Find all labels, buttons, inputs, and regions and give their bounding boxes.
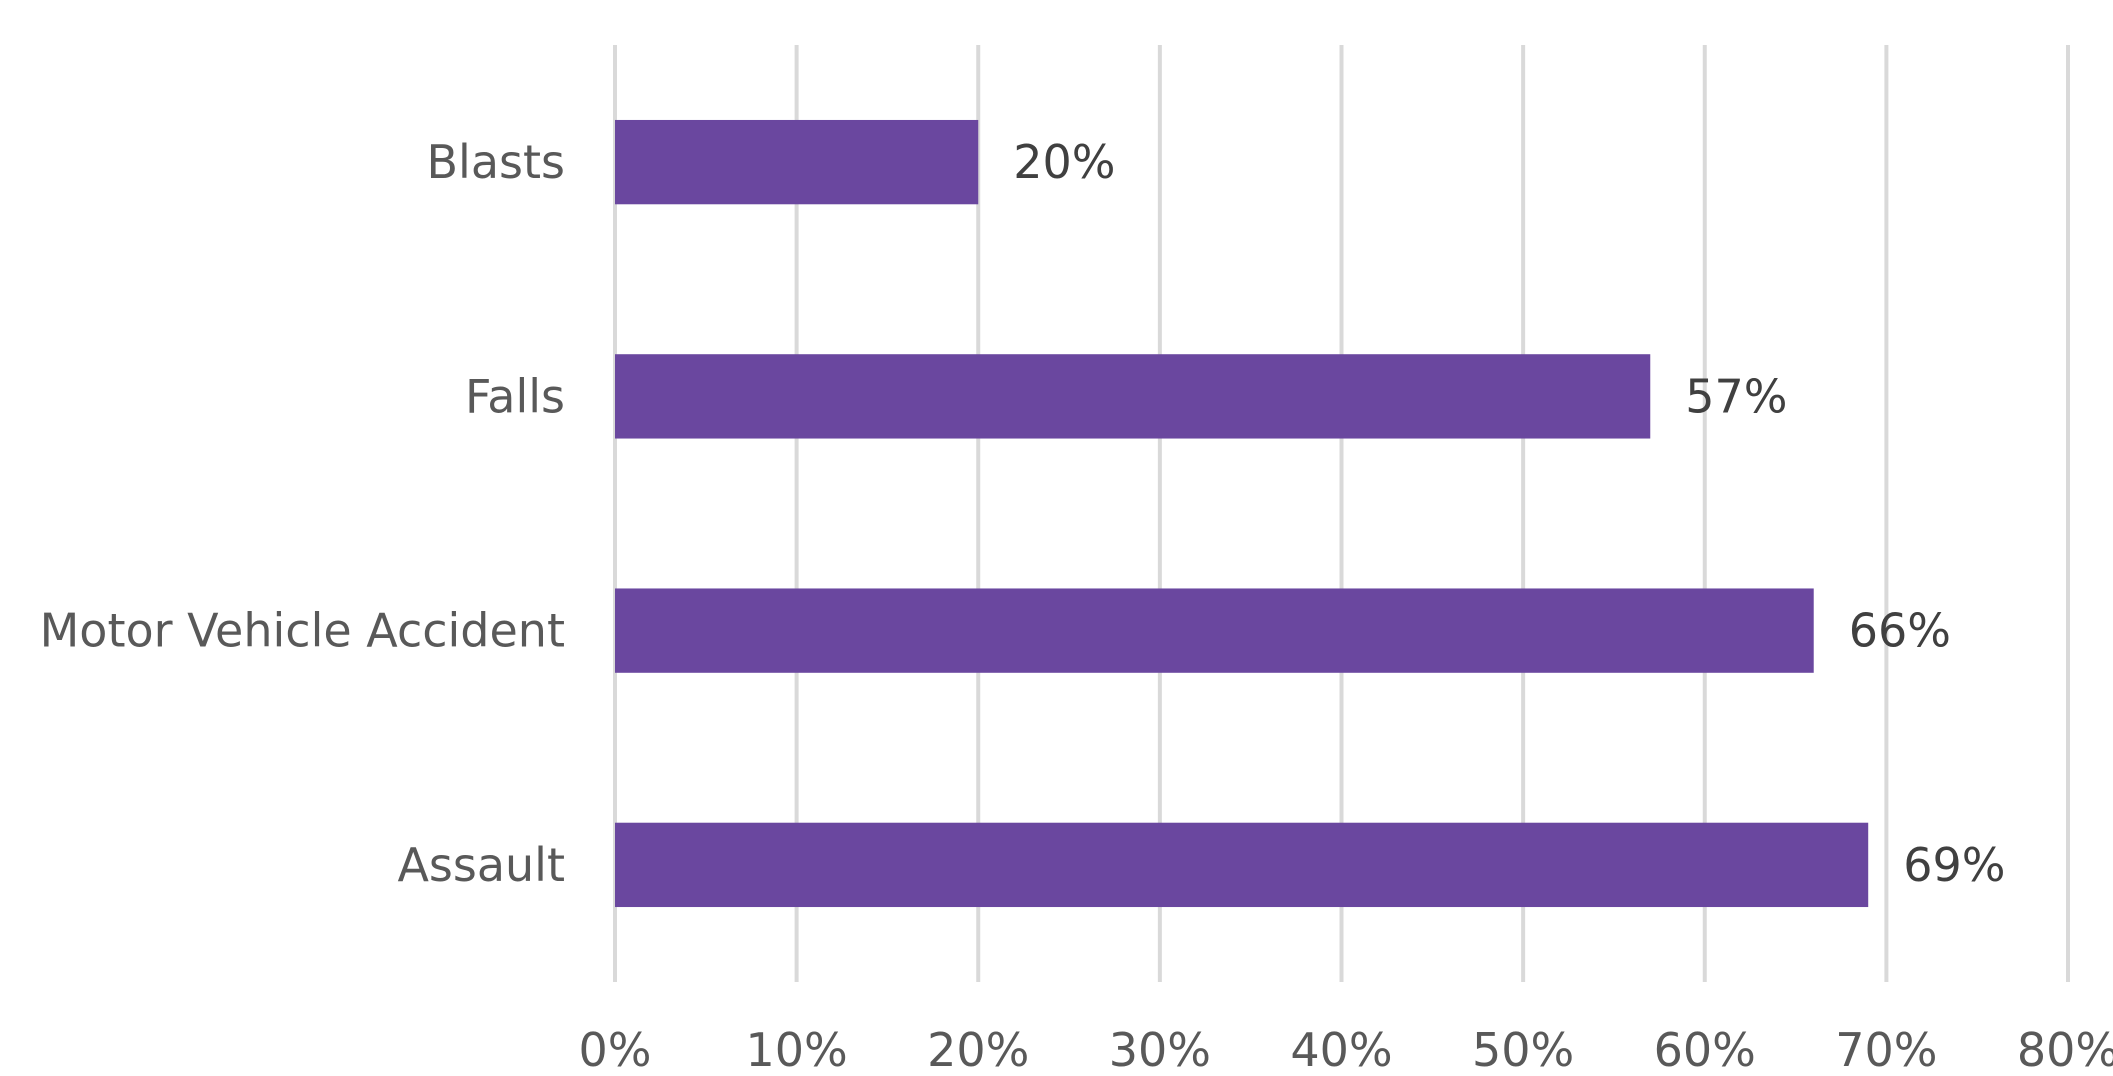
- x-tick-label: 40%: [1290, 1023, 1392, 1071]
- category-labels: Blasts Falls Motor Vehicle Accident Assault: [40, 135, 565, 892]
- data-label: 57%: [1685, 369, 1787, 423]
- bar: [615, 588, 1814, 673]
- bar-layer: [615, 119, 1869, 908]
- data-labels: 20% 57% 66% 69%: [1013, 135, 2005, 892]
- x-tick-label: 30%: [1109, 1023, 1211, 1071]
- x-tick-label: 0%: [579, 1023, 652, 1071]
- x-axis-tick-labels: 0% 10% 20% 30% 40% 50% 60% 70% 80%: [579, 1023, 2113, 1076]
- data-label: 69%: [1903, 838, 2005, 892]
- bar: [615, 354, 1651, 439]
- category-label: Blasts: [427, 135, 566, 189]
- bar: [615, 822, 1869, 908]
- x-tick-label: 80%: [2017, 1023, 2113, 1071]
- x-tick-label: 50%: [1472, 1023, 1574, 1071]
- x-tick-label: 60%: [1654, 1023, 1756, 1071]
- category-label: Assault: [397, 838, 565, 892]
- category-label: Falls: [465, 369, 565, 423]
- category-label: Motor Vehicle Accident: [40, 604, 565, 658]
- data-label: 20%: [1013, 135, 1115, 189]
- data-label: 66%: [1849, 604, 1951, 658]
- x-tick-label: 20%: [927, 1023, 1029, 1071]
- x-tick-label: 10%: [746, 1023, 848, 1071]
- bar: [615, 119, 979, 205]
- x-tick-label: 70%: [1835, 1023, 1937, 1071]
